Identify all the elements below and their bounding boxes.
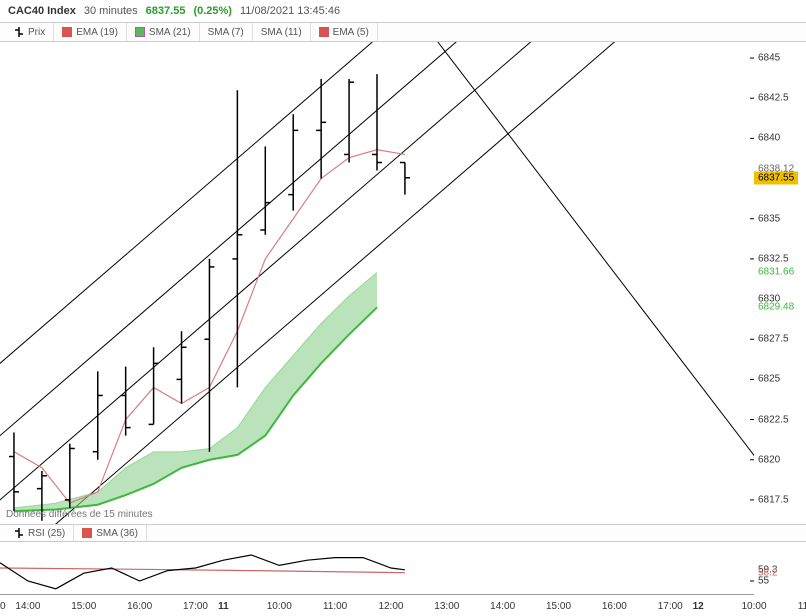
symbol-name: CAC40 Index	[8, 5, 76, 17]
legend-item[interactable]: Prix	[6, 23, 54, 41]
x-tick-label: 14:00	[490, 601, 515, 612]
x-tick-label: 11:00	[798, 601, 806, 612]
price-tag: 6831.66	[754, 266, 798, 279]
x-tick-label: 15:00	[546, 601, 571, 612]
y-tick-label: 6832.5	[758, 253, 789, 264]
x-tick-label: 12	[693, 601, 704, 612]
interval-label: 30 minutes	[84, 5, 138, 17]
x-tick-label: 10:00	[267, 601, 292, 612]
x-tick-label: 00	[0, 601, 6, 612]
x-tick-label: 15:00	[71, 601, 96, 612]
y-tick-label: 6840	[758, 133, 780, 144]
last-price: 6837.55	[146, 5, 186, 17]
y-tick-label: 6817.5	[758, 494, 789, 505]
y-tick-label: 6820	[758, 454, 780, 465]
time-x-axis: 00 14:00 15:00 16:00 17:00 11 10:00 11:00 12:00 1…	[0, 594, 754, 616]
rsi-legend: RSI (25)SMA (36)	[0, 524, 806, 542]
price-change: (0.25%)	[193, 5, 232, 17]
y-tick-label: 6822.5	[758, 414, 789, 425]
legend-item[interactable]: SMA (21)	[127, 23, 200, 41]
x-tick-label: 11	[218, 601, 229, 612]
price-y-axis: 6817.5 6820 6822.5 6825 6827.5 6832.5 6835 6840…	[754, 42, 806, 524]
x-tick-label: 17:00	[183, 601, 208, 612]
x-tick-label: 10:00	[741, 601, 766, 612]
price-tag: 6838.12	[754, 162, 798, 175]
y-tick-label: 6827.5	[758, 334, 789, 345]
legend-item[interactable]: RSI (25)	[6, 525, 74, 541]
y-tick-label: 6835	[758, 213, 780, 224]
x-tick-label: 11:00	[323, 601, 347, 612]
x-tick-label: 14:00	[15, 601, 40, 612]
legend-item[interactable]: SMA (11)	[253, 23, 311, 41]
legend-item[interactable]: EMA (5)	[311, 23, 378, 41]
indicator-legend: PrixEMA (19)SMA (21)SMA (7)SMA (11)EMA (…	[0, 22, 806, 42]
timestamp: 11/08/2021 13:45:46	[240, 5, 340, 17]
price-chart[interactable]: Données différées de 15 minutes	[0, 42, 754, 524]
y-tick-label: 6845	[758, 53, 780, 64]
x-tick-label: 17:00	[658, 601, 683, 612]
price-tag: 6829.48	[754, 301, 798, 314]
legend-item[interactable]: SMA (7)	[200, 23, 253, 41]
legend-item[interactable]: EMA (19)	[54, 23, 127, 41]
legend-item[interactable]: SMA (36)	[74, 525, 147, 541]
y-tick-label: 6842.5	[758, 93, 789, 104]
x-tick-label: 13:00	[434, 601, 459, 612]
rsi-chart[interactable]	[0, 542, 754, 594]
data-delay-disclaimer: Données différées de 15 minutes	[6, 509, 153, 520]
rsi-y-axis: 5559.358.2	[754, 542, 806, 594]
rsi-tag: 58.2	[754, 566, 781, 579]
x-tick-label: 12:00	[378, 601, 403, 612]
x-tick-label: 16:00	[127, 601, 152, 612]
x-tick-label: 16:00	[602, 601, 627, 612]
chart-header: CAC40 Index 30 minutes 6837.55 (0.25%) 1…	[0, 0, 806, 22]
y-tick-label: 6825	[758, 374, 780, 385]
